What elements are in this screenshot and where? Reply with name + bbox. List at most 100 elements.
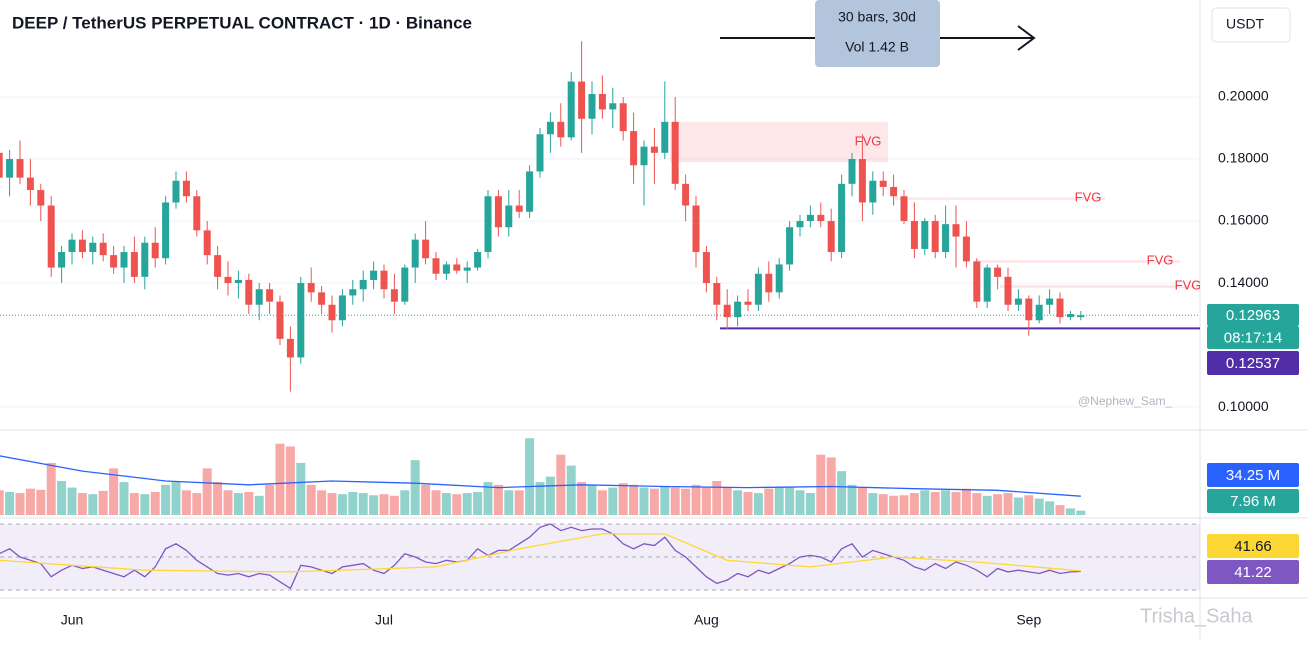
candle-body: [942, 224, 950, 253]
volume-bar: [369, 495, 379, 515]
volume-bar: [483, 482, 493, 515]
candle-body: [619, 103, 627, 132]
candle-body: [765, 273, 773, 293]
currency-button: [1211, 7, 1291, 43]
candle-body: [401, 267, 409, 302]
candle-body: [307, 283, 315, 293]
candle-body: [432, 258, 440, 274]
volume-bar: [577, 482, 587, 515]
x-tick-label: Aug: [694, 612, 719, 628]
candle-body: [515, 205, 523, 212]
volume-bar: [993, 494, 1003, 515]
candle-body: [151, 242, 159, 259]
volume-bar: [389, 495, 399, 515]
candle-body: [380, 270, 388, 290]
candle-body: [89, 242, 97, 253]
rsi-label: 41.22: [1234, 564, 1272, 581]
volume-bar: [712, 481, 722, 515]
volume-bar: [473, 491, 483, 515]
measure-text: Vol 1.42 B: [845, 39, 909, 55]
y-tick-label: 0.10000: [1218, 398, 1269, 414]
volume-bar: [150, 491, 160, 515]
volume-bar: [306, 484, 316, 515]
volume-bar: [275, 443, 285, 515]
volume-bar: [743, 491, 753, 515]
candle-body: [505, 205, 513, 228]
volume-bar: [525, 438, 535, 515]
candle-body: [702, 252, 710, 284]
volume-bar: [1055, 505, 1065, 515]
candle-body: [338, 295, 346, 321]
measure-arrow: [1017, 25, 1036, 51]
y-tick-label: 0.14000: [1218, 274, 1269, 290]
candle-body: [1046, 298, 1054, 305]
volume-bar: [566, 465, 576, 515]
y-tick-label: 0.20000: [1218, 88, 1269, 104]
volume-bar: [0, 490, 4, 515]
rsi-line: [0, 523, 1081, 590]
volume-bar: [961, 488, 971, 515]
volume-bar: [192, 493, 202, 515]
candle-body: [630, 131, 638, 166]
candle-body: [671, 121, 679, 184]
candle-body: [744, 301, 752, 305]
volume-bar: [15, 493, 25, 515]
volume-bar: [67, 487, 77, 515]
volume-bar: [930, 491, 940, 515]
candle-body: [557, 121, 565, 138]
volume-bar: [504, 490, 514, 515]
candle-body: [120, 252, 128, 268]
candle-body: [484, 196, 492, 253]
volume-bar: [1003, 493, 1013, 515]
candle-body: [255, 289, 263, 305]
candle-body: [567, 81, 575, 138]
volume-bar: [244, 491, 254, 515]
candle-body: [609, 103, 617, 110]
volume-bar: [556, 454, 566, 515]
candle-body: [130, 252, 138, 277]
volume-last-label-bg: [1207, 489, 1299, 513]
candle-body: [692, 205, 700, 253]
fvg-label: FVG: [1147, 253, 1174, 268]
volume-bar: [441, 493, 451, 515]
volume-bar: [982, 495, 992, 515]
overlay: 0.20000 0.18000 0.16000 0.14000 0.10000 Jun Ju…: [12, 0, 1299, 628]
volume-bar: [608, 487, 618, 515]
volume-bar: [941, 490, 951, 515]
candle-body: [900, 196, 908, 222]
volume-bar: [265, 484, 275, 515]
candle-body: [474, 252, 482, 268]
fvg-zone: [1000, 284, 1200, 289]
volume-bar: [857, 487, 867, 515]
volume-bar: [421, 484, 431, 515]
candle-body: [494, 196, 502, 228]
volume-bar: [618, 483, 628, 515]
volume-bar: [805, 493, 815, 515]
volume-bar: [1076, 510, 1086, 515]
volume-bar: [649, 488, 659, 515]
candle-body: [806, 214, 814, 222]
candle-body: [78, 239, 86, 253]
candle-body: [1056, 298, 1064, 318]
volume-bar: [36, 489, 46, 515]
candle-body: [650, 146, 658, 153]
volume-bar: [410, 460, 420, 515]
candle-body: [1066, 314, 1074, 318]
volume-bar: [233, 493, 243, 515]
volume-bar: [431, 490, 441, 515]
candle-body: [848, 159, 856, 184]
volume-bar: [951, 491, 961, 515]
candle-body: [359, 279, 367, 290]
candle-body: [1025, 298, 1033, 321]
candle-body: [973, 261, 981, 302]
candle-body: [588, 93, 596, 119]
volume-bar: [5, 491, 15, 515]
volume-bar: [1065, 508, 1075, 515]
candle-body: [0, 152, 3, 178]
volume-bar: [785, 487, 795, 515]
volume-bar: [545, 476, 555, 515]
volume-bar: [46, 462, 56, 515]
volume-bar: [57, 481, 67, 515]
candle-body: [994, 267, 1002, 277]
